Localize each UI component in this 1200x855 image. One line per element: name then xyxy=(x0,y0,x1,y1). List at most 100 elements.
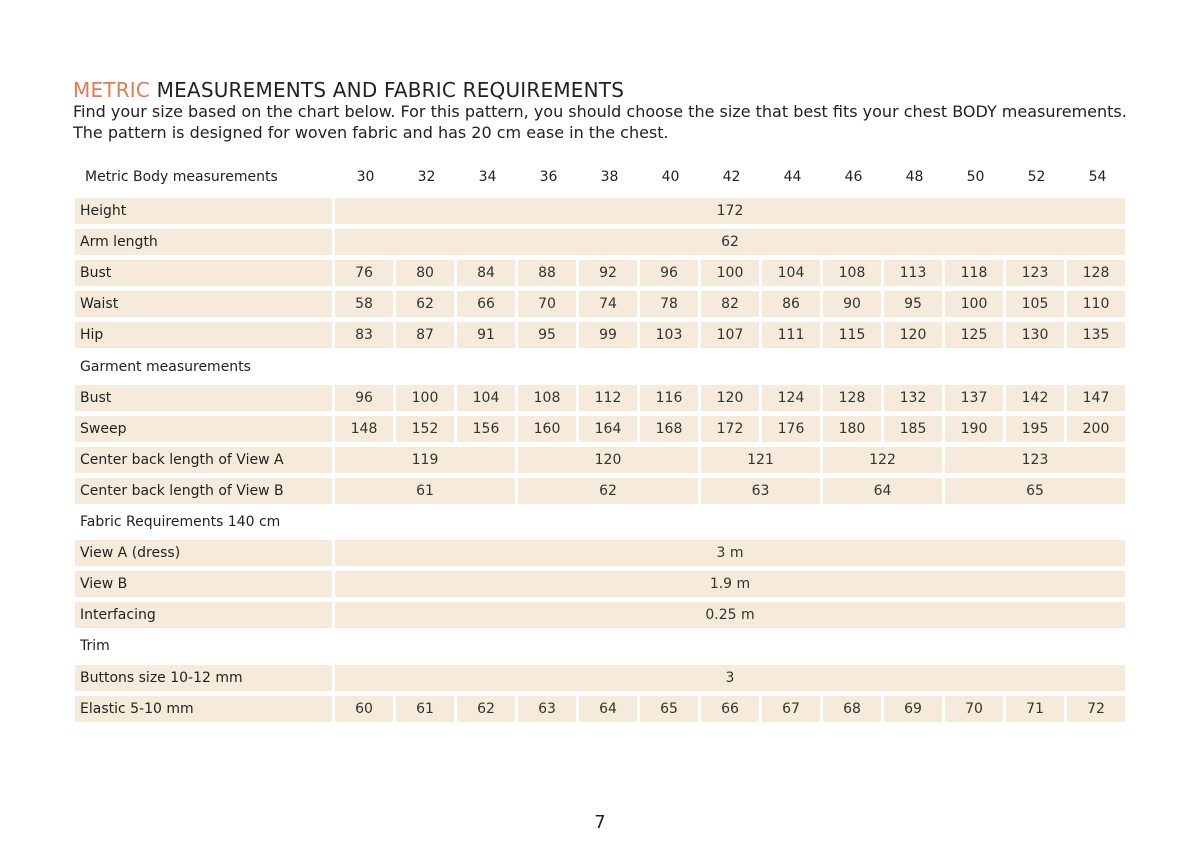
row-label: Waist xyxy=(75,291,332,318)
cell: 121 xyxy=(701,446,820,473)
cell: 72 xyxy=(1067,695,1125,722)
cell: 100 xyxy=(945,291,1003,318)
section-heading: Fabric Requirements 140 cm xyxy=(80,514,281,530)
cell: 137 xyxy=(945,384,1003,411)
cell: 61 xyxy=(396,695,454,722)
cell: 108 xyxy=(518,384,576,411)
cell: 113 xyxy=(884,260,942,287)
size-header: 38 xyxy=(600,169,619,185)
cell: 91 xyxy=(457,322,515,349)
cell: 65 xyxy=(640,695,698,722)
cell: 63 xyxy=(701,477,820,504)
cell: 124 xyxy=(762,384,820,411)
cell: 63 xyxy=(518,695,576,722)
cell: 176 xyxy=(762,415,820,442)
cell: 68 xyxy=(823,695,881,722)
cell: 62 xyxy=(518,477,698,504)
size-header: 40 xyxy=(661,169,680,185)
cell: 132 xyxy=(884,384,942,411)
cell: 119 xyxy=(335,446,515,473)
section-heading: Trim xyxy=(80,638,110,655)
cell: 87 xyxy=(396,322,454,349)
cell: 118 xyxy=(945,260,1003,287)
cell: 78 xyxy=(640,291,698,318)
cell: 185 xyxy=(884,415,942,442)
cell: 69 xyxy=(884,695,942,722)
cell: 104 xyxy=(762,260,820,287)
cell: 120 xyxy=(518,446,698,473)
cell: 64 xyxy=(823,477,942,504)
cell: 152 xyxy=(396,415,454,442)
row-label: Bust xyxy=(75,260,332,287)
cell: 122 xyxy=(823,446,942,473)
cell: 120 xyxy=(701,384,759,411)
cell: 74 xyxy=(579,291,637,318)
row-label: Height xyxy=(75,198,332,224)
size-header: 42 xyxy=(722,169,741,185)
cell: 130 xyxy=(1006,322,1064,349)
title-text: MEASUREMENTS AND FABRIC REQUIREMENTS xyxy=(156,78,625,102)
cell: 99 xyxy=(579,322,637,349)
cell: 112 xyxy=(579,384,637,411)
cell: 123 xyxy=(945,446,1125,473)
cell: 200 xyxy=(1067,415,1125,442)
row-label: Hip xyxy=(75,322,332,349)
cell: 1.9 m xyxy=(335,571,1125,598)
size-header: 48 xyxy=(905,169,924,185)
cell: 128 xyxy=(823,384,881,411)
cell: 96 xyxy=(335,384,393,411)
cell: 62 xyxy=(396,291,454,318)
cell: 3 xyxy=(335,664,1125,691)
cell: 95 xyxy=(518,322,576,349)
row-label: Bust xyxy=(75,384,332,411)
cell: 148 xyxy=(335,415,393,442)
size-header: 54 xyxy=(1088,169,1107,185)
intro-line: Find your size based on the chart below.… xyxy=(73,102,1127,121)
cell: 156 xyxy=(457,415,515,442)
cell: 164 xyxy=(579,415,637,442)
cell: 62 xyxy=(457,695,515,722)
cell: 110 xyxy=(1067,291,1125,318)
cell: 70 xyxy=(945,695,1003,722)
row-label: View A (dress) xyxy=(75,540,332,567)
page-number: 7 xyxy=(594,812,606,833)
cell: 70 xyxy=(518,291,576,318)
cell: 64 xyxy=(579,695,637,722)
cell: 142 xyxy=(1006,384,1064,411)
cell: 115 xyxy=(823,322,881,349)
cell: 125 xyxy=(945,322,1003,349)
cell: 128 xyxy=(1067,260,1125,287)
cell: 195 xyxy=(1006,415,1064,442)
cell: 58 xyxy=(335,291,393,318)
cell: 88 xyxy=(518,260,576,287)
cell: 100 xyxy=(701,260,759,287)
cell: 83 xyxy=(335,322,393,349)
cell: 0.25 m xyxy=(335,602,1125,629)
cell: 111 xyxy=(762,322,820,349)
cell: 80 xyxy=(396,260,454,287)
cell: 76 xyxy=(335,260,393,287)
cell: 123 xyxy=(1006,260,1064,287)
size-header: 36 xyxy=(539,169,558,185)
cell: 86 xyxy=(762,291,820,318)
cell: 147 xyxy=(1067,384,1125,411)
cell: 62 xyxy=(335,229,1125,256)
row-label: Center back length of View A xyxy=(75,446,332,473)
cell: 100 xyxy=(396,384,454,411)
cell: 90 xyxy=(823,291,881,318)
cell: 116 xyxy=(640,384,698,411)
cell: 66 xyxy=(701,695,759,722)
cell: 172 xyxy=(335,198,1125,224)
cell: 65 xyxy=(945,477,1125,504)
row-label: Elastic 5-10 mm xyxy=(75,695,332,722)
size-header: 50 xyxy=(966,169,985,185)
size-header: 44 xyxy=(783,169,802,185)
cell: 168 xyxy=(640,415,698,442)
cell: 95 xyxy=(884,291,942,318)
cell: 160 xyxy=(518,415,576,442)
cell: 190 xyxy=(945,415,1003,442)
cell: 92 xyxy=(579,260,637,287)
cell: 66 xyxy=(457,291,515,318)
cell: 82 xyxy=(701,291,759,318)
